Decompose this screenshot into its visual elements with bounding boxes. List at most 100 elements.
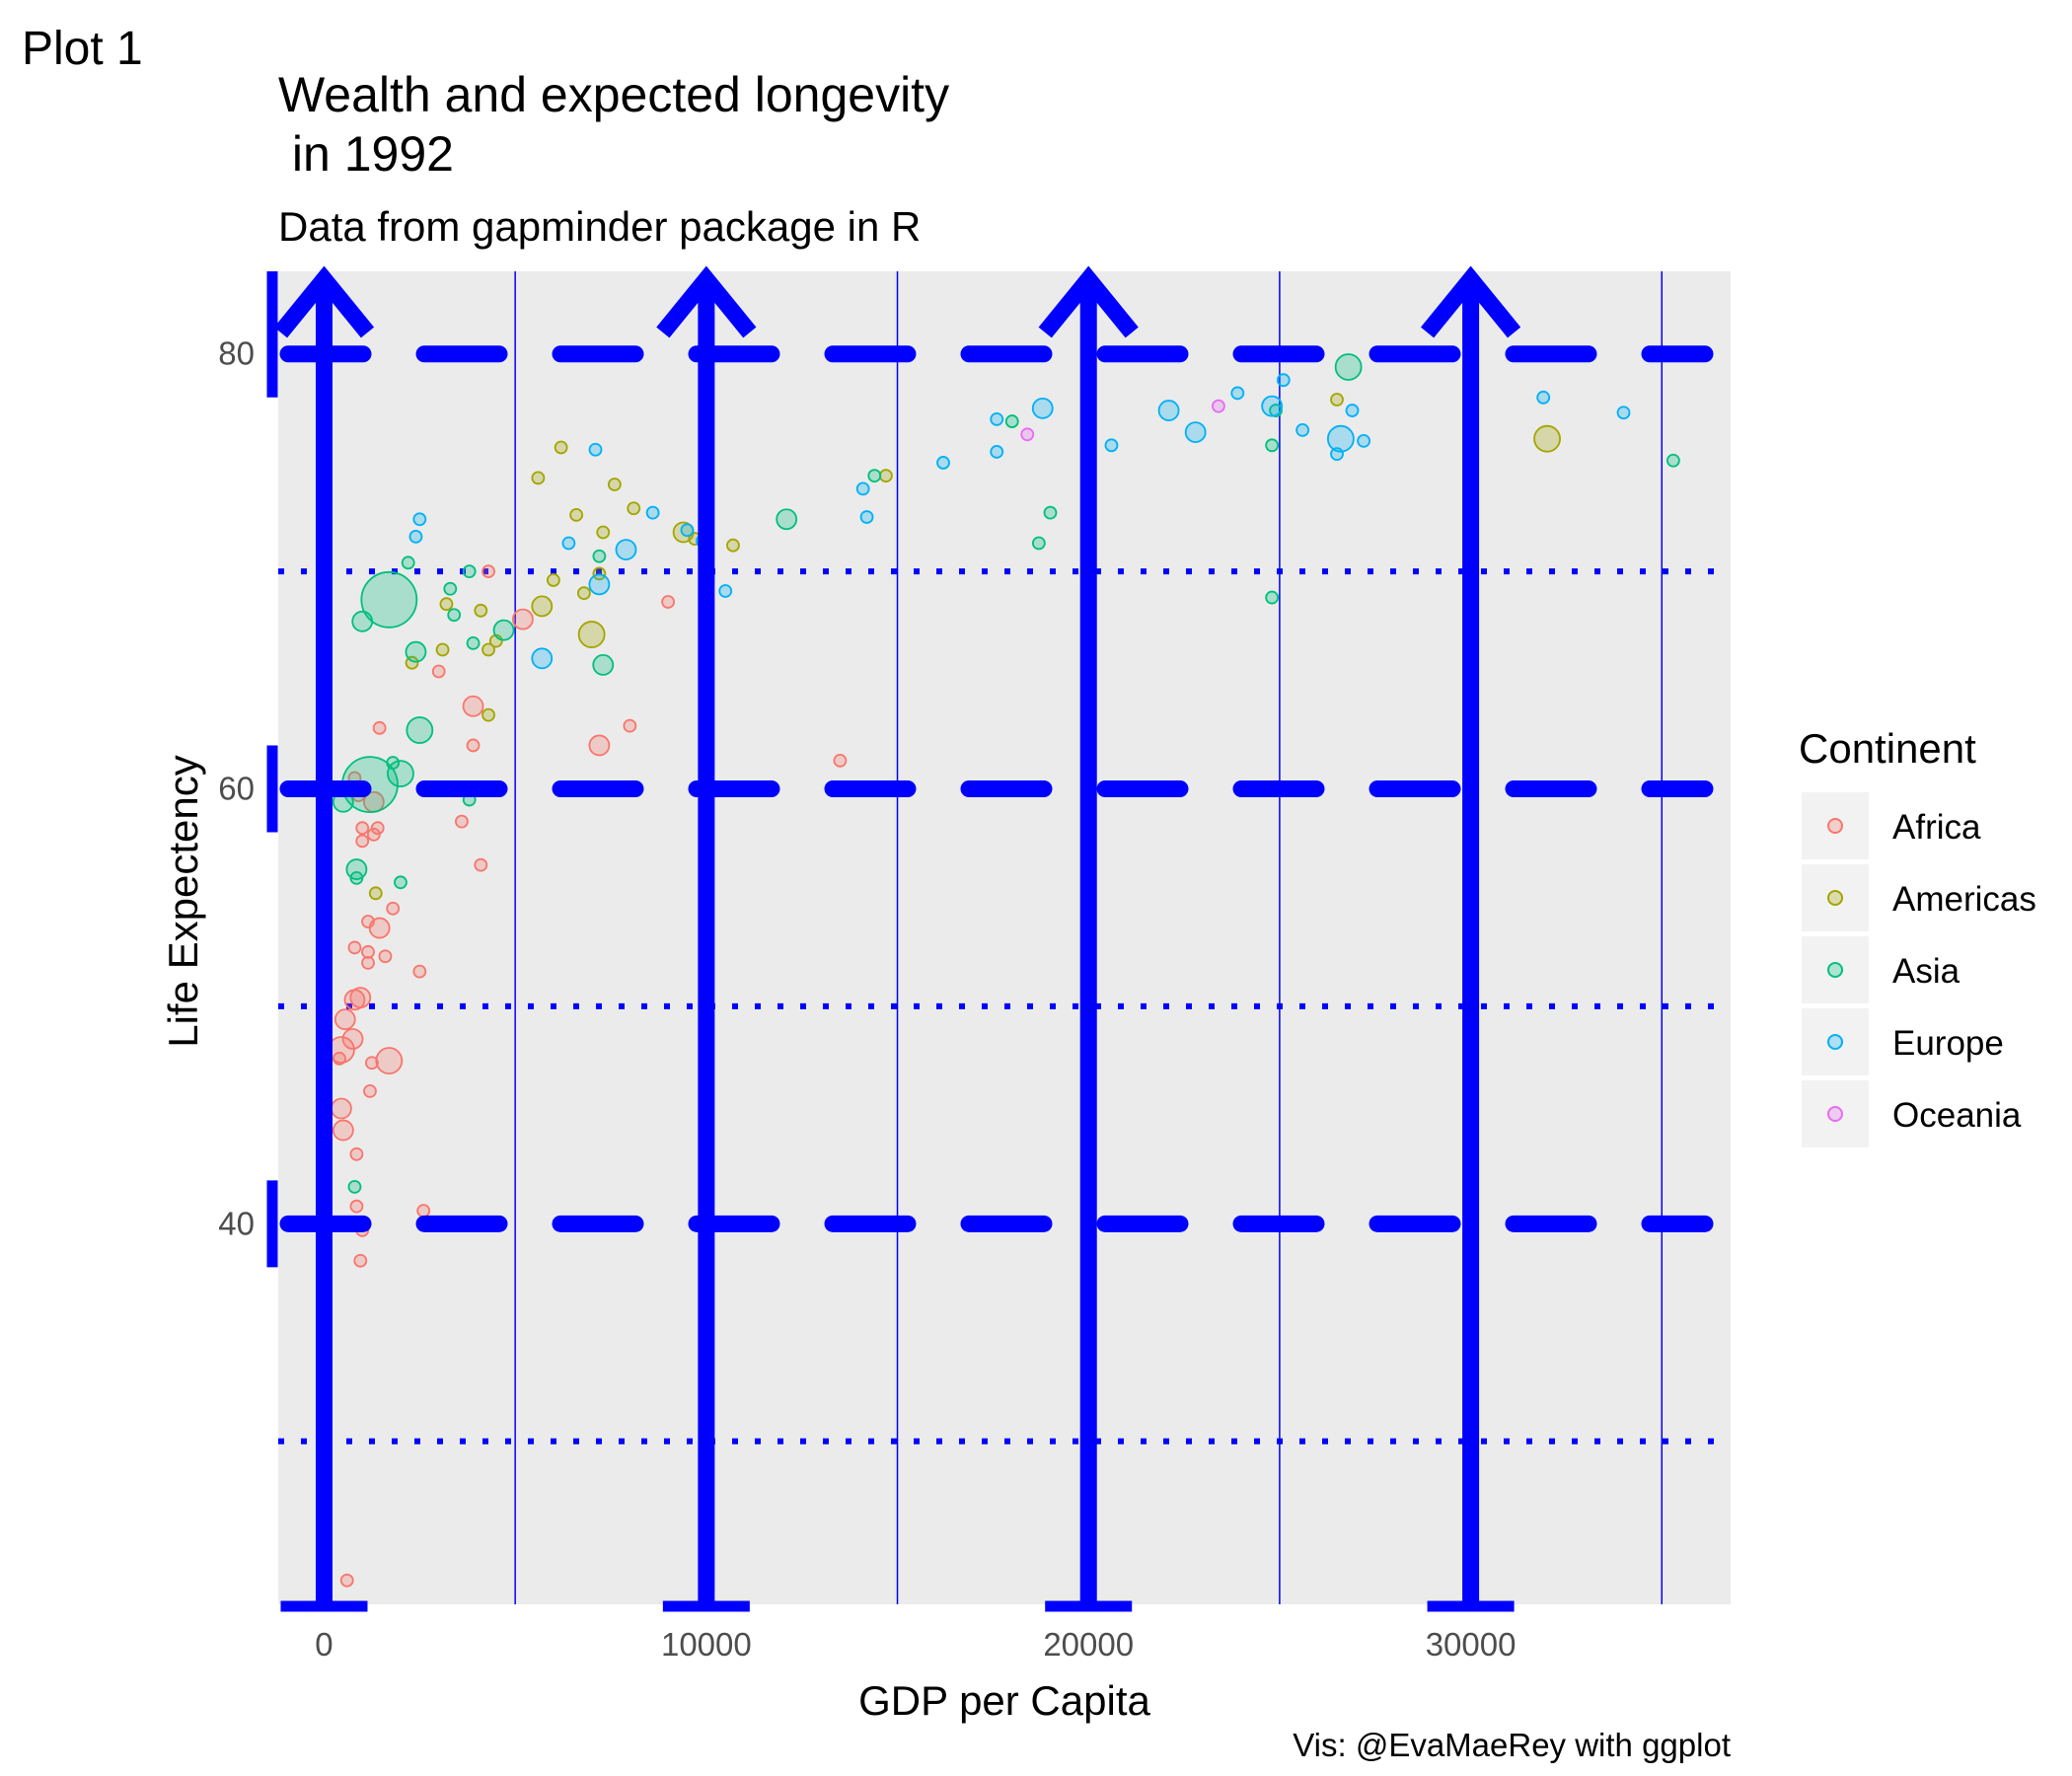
data-point — [347, 940, 362, 955]
x-axis-title: GDP per Capita — [858, 1677, 1150, 1724]
plot-panel — [278, 271, 1731, 1604]
data-point — [1334, 353, 1363, 381]
data-point — [349, 987, 372, 1009]
data-point — [401, 555, 415, 570]
x-tick-label: 20000 — [1043, 1626, 1134, 1663]
data-point — [462, 564, 477, 579]
legend-key — [1802, 864, 1869, 931]
data-point — [363, 1083, 377, 1098]
y-tick-label: 60 — [218, 771, 255, 807]
data-point — [368, 886, 383, 901]
data-point — [561, 536, 576, 551]
data-point — [588, 573, 611, 596]
data-point — [365, 1056, 379, 1071]
data-point — [855, 481, 870, 496]
data-point — [366, 827, 381, 842]
data-point — [569, 507, 584, 522]
data-point — [879, 469, 893, 483]
data-point — [1031, 397, 1054, 419]
data-point — [936, 456, 950, 470]
data-point — [355, 834, 370, 849]
data-point — [1536, 390, 1551, 405]
data-point — [726, 538, 740, 553]
data-point — [361, 955, 375, 970]
data-point — [1212, 399, 1225, 413]
legend-key — [1802, 792, 1869, 859]
data-point — [443, 581, 458, 596]
data-point — [386, 756, 401, 770]
legend-symbol — [1827, 818, 1843, 834]
legend-label: Oceania — [1892, 1096, 2022, 1135]
data-point — [1326, 424, 1355, 453]
data-point — [375, 1047, 404, 1074]
data-point — [1184, 421, 1207, 443]
data-point — [466, 635, 481, 650]
data-point — [386, 901, 401, 916]
legend-key — [1802, 1080, 1869, 1147]
legend-label: Americas — [1892, 880, 2036, 919]
data-point — [623, 718, 637, 733]
arrow-head — [1420, 265, 1521, 338]
legend-label: Europe — [1892, 1024, 2004, 1063]
legend-key — [1802, 1008, 1869, 1075]
data-point — [1031, 536, 1046, 551]
data-point — [474, 857, 488, 872]
arrow-head — [273, 265, 375, 338]
legend-symbol — [1827, 962, 1843, 978]
data-point — [1157, 400, 1180, 421]
legend-symbol — [1827, 1034, 1843, 1050]
data-point — [474, 603, 488, 618]
data-points — [328, 353, 1680, 1588]
data-point — [592, 549, 607, 563]
data-point — [554, 440, 568, 455]
data-point — [661, 595, 676, 609]
data-point — [349, 1147, 364, 1161]
data-point — [370, 821, 385, 836]
legend-key — [1802, 936, 1869, 1003]
data-point — [347, 1179, 362, 1194]
data-point — [481, 564, 495, 579]
data-point — [1345, 404, 1360, 417]
data-point — [349, 1199, 364, 1214]
data-point — [481, 707, 495, 722]
data-point — [462, 695, 484, 717]
data-point — [990, 445, 1004, 459]
x-tick-label: 30000 — [1426, 1626, 1517, 1663]
data-point — [859, 510, 874, 524]
data-point — [1616, 406, 1631, 420]
data-point — [596, 525, 611, 540]
data-point — [455, 814, 469, 829]
data-point — [466, 738, 481, 753]
data-point — [361, 944, 375, 959]
data-point — [416, 1204, 431, 1218]
data-point — [1295, 422, 1310, 437]
data-point — [492, 619, 515, 641]
data-point — [531, 647, 554, 670]
data-point — [990, 411, 1004, 426]
legend-symbol — [1827, 890, 1843, 906]
data-point — [1043, 505, 1058, 520]
data-point — [867, 469, 882, 483]
data-point — [588, 442, 603, 457]
data-point — [378, 949, 393, 964]
data-point — [531, 471, 546, 485]
data-point — [394, 875, 407, 890]
data-point — [1261, 395, 1284, 417]
data-point — [333, 1008, 356, 1031]
data-point — [332, 1119, 354, 1142]
data-point — [1330, 393, 1344, 407]
y-tick-label: 40 — [218, 1205, 255, 1241]
data-point — [439, 597, 454, 612]
legend-title: Continent — [1799, 725, 1976, 772]
data-point — [531, 595, 554, 618]
data-point — [576, 586, 591, 601]
data-point — [1276, 373, 1291, 388]
data-point — [577, 621, 606, 648]
data-point — [1230, 386, 1245, 401]
data-point — [776, 508, 798, 531]
vertical-arrows — [273, 265, 1521, 1612]
chart-title: Wealth and expected longevity in 1992 — [278, 67, 950, 182]
data-point — [412, 964, 427, 979]
legend-label: Africa — [1892, 808, 1981, 847]
